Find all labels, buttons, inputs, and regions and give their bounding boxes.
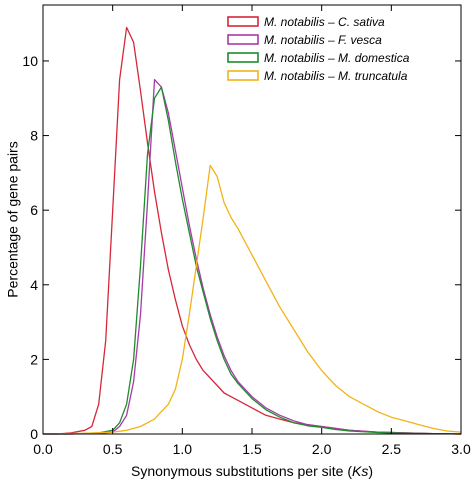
x-tick-label: 1.5 xyxy=(242,441,262,457)
y-axis-label: Percentage of gene pairs xyxy=(5,141,21,297)
legend-label-4: M. notabilis – M. truncatula xyxy=(264,69,408,83)
y-tick-label: 8 xyxy=(30,128,38,144)
x-tick-label: 2.5 xyxy=(382,441,402,457)
y-tick-label: 2 xyxy=(30,351,38,367)
y-tick-label: 10 xyxy=(22,53,38,69)
legend-swatch-2 xyxy=(227,34,259,45)
x-tick-label: 1.0 xyxy=(173,441,193,457)
x-tick-label: 0.0 xyxy=(33,441,53,457)
legend-swatch-3 xyxy=(227,52,259,63)
x-tick-label: 3.0 xyxy=(451,441,471,457)
x-axis-label-end: ) xyxy=(368,463,373,479)
series-line-2 xyxy=(43,78,462,435)
legend-label-1: M. notabilis – C. sativa xyxy=(264,15,385,29)
ticks-layer: 0.0 0.5 1.0 1.5 2.0 2.5 3.0 0 2 4 6 8 10 xyxy=(22,5,471,457)
y-tick-label: 6 xyxy=(30,202,38,218)
y-tick-label: 0 xyxy=(30,426,38,442)
x-axis-label-main: Synonymous substitutions per site ( xyxy=(131,463,352,479)
legend: M. notabilis – C. sativa M. notabilis – F… xyxy=(227,15,410,83)
legend-swatch-1 xyxy=(227,16,259,27)
series-line-3 xyxy=(43,86,462,435)
series-layer xyxy=(42,26,462,435)
legend-label-3: M. notabilis – M. domestica xyxy=(264,51,410,65)
x-axis-label: Synonymous substitutions per site (Ks) xyxy=(131,463,373,479)
y-tick-label: 4 xyxy=(30,277,38,293)
series-line-4 xyxy=(42,164,462,435)
x-tick-label: 2.0 xyxy=(312,441,332,457)
x-tick-label: 0.5 xyxy=(103,441,123,457)
x-axis-label-italic: Ks xyxy=(352,463,368,479)
legend-swatch-4 xyxy=(227,70,259,81)
legend-label-2: M. notabilis – F. vesca xyxy=(264,33,382,47)
